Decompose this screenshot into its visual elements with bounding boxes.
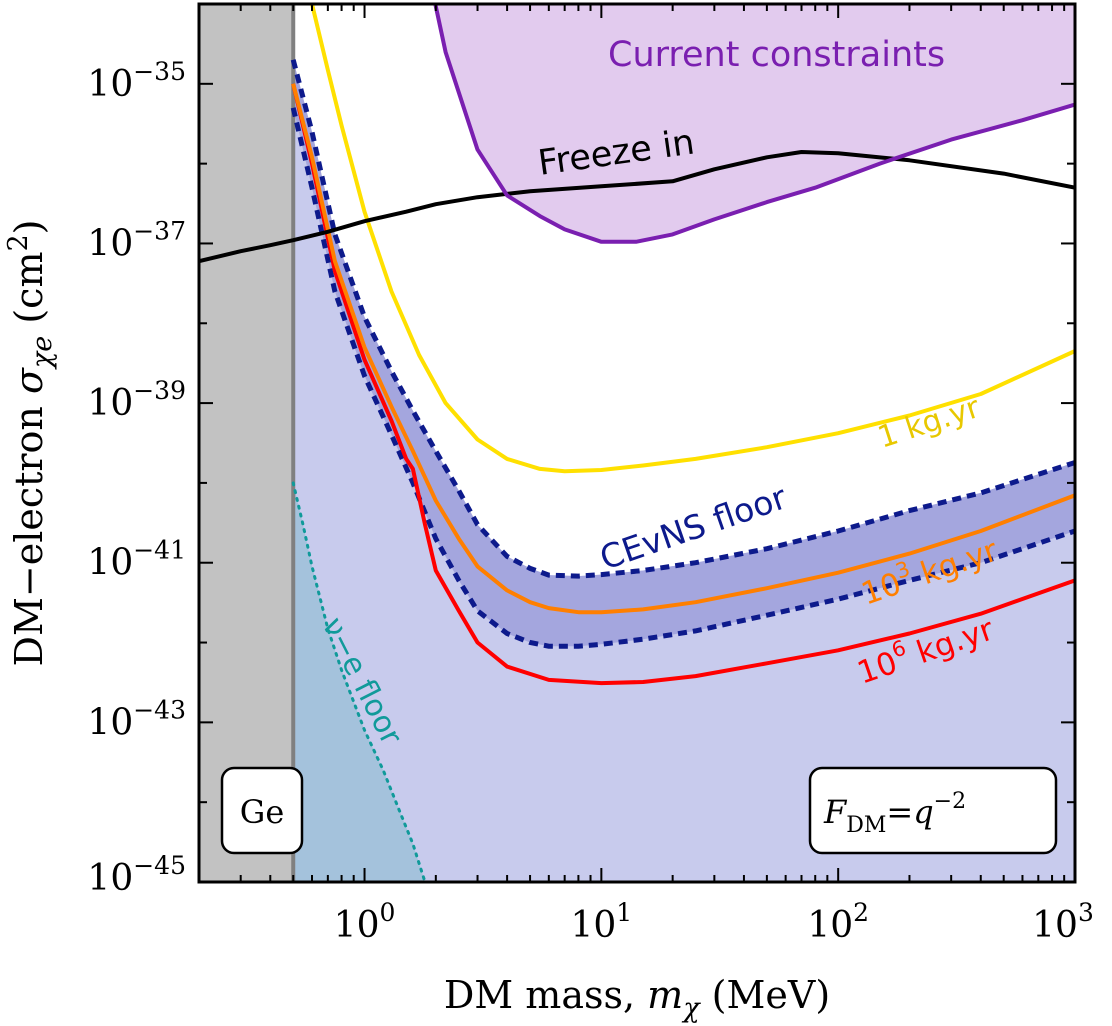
form-factor-sub: DM — [846, 813, 886, 838]
thousand-kgyr-line — [291, 83, 1075, 615]
y-tick-label-exp: −35 — [133, 57, 186, 86]
ge-box — [220, 766, 304, 855]
y-tick-label-base: 10 — [87, 64, 133, 105]
nu-e-floor-region — [293, 482, 425, 882]
x-tick-label-base: 10 — [570, 905, 616, 946]
y-tick-label-exp: −43 — [133, 695, 186, 724]
y-axis-label-end: ) — [7, 219, 51, 234]
y-tick-label: 10−41 — [87, 536, 186, 584]
y-tick-label: 10−37 — [87, 216, 186, 264]
y-axis-label: DM−electron σχe (cm2) — [3, 219, 58, 666]
freeze-in-line — [199, 150, 1075, 264]
y-tick-label-base: 10 — [87, 543, 133, 584]
form-factor-label: FDM=q−2 — [823, 789, 966, 838]
x-tick-label-exp: 2 — [853, 898, 869, 927]
cevns-floor-upper-line — [290, 59, 1075, 579]
ge-box-label: Ge — [240, 793, 285, 831]
x-tick-label: 101 — [570, 898, 632, 946]
y-tick-label-exp: −45 — [133, 851, 186, 880]
x-tick-label: 100 — [334, 898, 396, 946]
y-tick-label-base: 10 — [87, 702, 133, 743]
y-axis-label-sup: 2 — [3, 234, 34, 251]
plot-frame — [197, 2, 1077, 884]
x-tick-label-exp: 3 — [1078, 898, 1094, 927]
x-tick-label-base: 10 — [1032, 905, 1078, 946]
x-tick-label-base: 10 — [334, 905, 380, 946]
x-axis-label: DM mass, mχ (MeV) — [444, 973, 830, 1024]
y-tick-label: 10−43 — [87, 695, 186, 743]
y-tick-label-base: 10 — [87, 223, 133, 264]
x-tick-label-base: 10 — [807, 905, 853, 946]
y-tick-label-exp: −37 — [133, 216, 186, 245]
x-tick-label: 103 — [1032, 898, 1094, 946]
label-current-constraints: Current constraints — [608, 35, 945, 75]
y-tick-label: 10−39 — [87, 376, 186, 424]
form-factor-exp: −2 — [934, 789, 966, 814]
y-axis-label-pre: DM−electron — [7, 394, 51, 667]
current-constraints-line — [433, 4, 1075, 244]
cevns-floor-lower-line — [290, 107, 1075, 649]
y-tick-label: 10−35 — [87, 57, 186, 105]
axis-ticks: 100 101 102 10310−3510−3710−3910−4110−4310−… — [87, 3, 1094, 946]
y-axis-label-sym: σ — [7, 367, 51, 394]
ge-threshold-region — [199, 4, 294, 882]
current-constraints-region — [435, 4, 1075, 242]
y-tick-label: 10−45 — [87, 851, 186, 899]
form-factor-q: q — [913, 793, 933, 831]
y-tick-label-base: 10 — [87, 858, 133, 899]
x-axis-label-pre: DM mass, — [444, 973, 647, 1017]
x-tick-label: 102 — [807, 898, 869, 946]
neutrino-floor-region — [293, 4, 1075, 882]
x-tick-label-exp: 1 — [616, 898, 632, 927]
million-kgyr-line — [291, 83, 1075, 686]
label-one-kgyr: 1 kg.yr — [874, 390, 985, 456]
y-tick-label-exp: −39 — [133, 376, 186, 405]
y-tick-label-exp: −41 — [133, 536, 186, 565]
x-axis-label-post: (MeV) — [700, 973, 831, 1017]
form-factor-eq: = — [886, 793, 913, 831]
y-axis-label-sub: χe — [27, 336, 58, 370]
one-kgyr-line — [310, 4, 1075, 474]
y-axis-label-post: (cm — [7, 251, 51, 335]
y-tick-label-base: 10 — [87, 383, 133, 424]
nu-e-floor-line — [291, 481, 427, 882]
x-axis-label-sym: m — [647, 973, 683, 1017]
form-factor-sym: F — [823, 793, 848, 831]
form-factor-box — [808, 766, 1058, 855]
x-axis-label-sub: χ — [681, 993, 701, 1024]
x-tick-label-exp: 0 — [379, 898, 395, 927]
